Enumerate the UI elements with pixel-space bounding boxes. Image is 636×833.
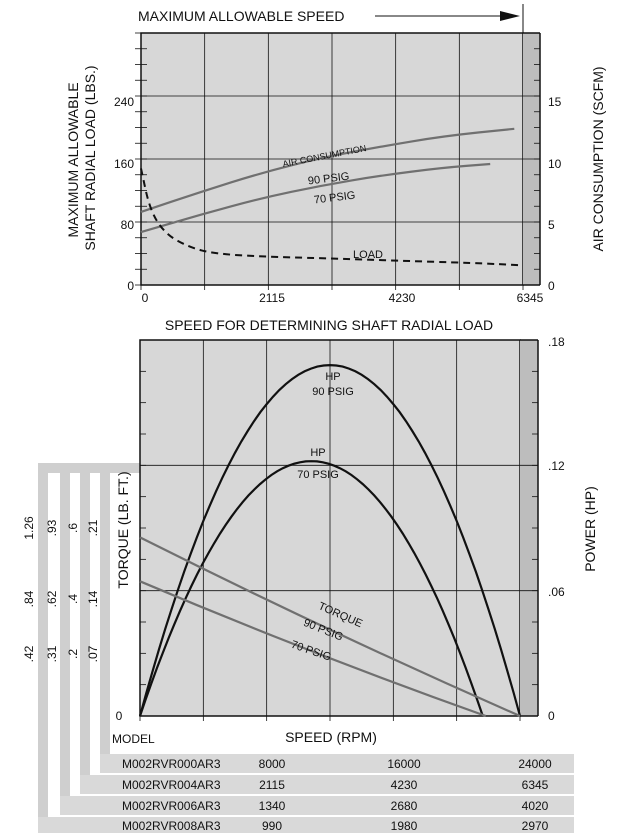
air-70psig-label: 70 PSIG [313, 190, 356, 207]
hp70-label-hp: HP [310, 447, 325, 459]
top-right-tick-10: 10 [548, 157, 562, 171]
top-x-tick-0: 0 [142, 291, 149, 305]
max-speed-arrowhead [500, 11, 520, 21]
hp-70psig-curve [138, 460, 484, 717]
row2-speed-1: 2115 [259, 778, 285, 792]
bottom-x-axis-label: SPEED (RPM) [285, 729, 377, 745]
top-left-axis-label: MAXIMUM ALLOWABLE SHAFT RADIAL LOAD (LBS… [65, 65, 98, 250]
table-row-1-bg [100, 754, 574, 773]
table-row-2-bg [80, 775, 574, 794]
top-x-tick-4230: 4230 [389, 291, 416, 305]
top-x-axis-label: SPEED FOR DETERMINING SHAFT RADIAL LOAD [165, 317, 493, 333]
row3-speed-1: 1340 [259, 799, 286, 813]
power-tick-018: .18 [548, 335, 565, 349]
top-left-tick-80: 80 [121, 218, 135, 232]
top-right-axis-label: AIR CONSUMPTION (SCFM) [590, 66, 606, 251]
speed-table: MODEL SPEED (RPM) M002RVR000AR3 8000 160… [38, 729, 574, 833]
scale4-tick-2: .84 [22, 590, 36, 607]
hp90-label-psig: 90 PSIG [312, 386, 354, 398]
top-axis-ticks [135, 32, 540, 290]
scale2-tick-3: .6 [66, 523, 80, 533]
table-model-header: MODEL [112, 732, 155, 746]
hp90-label-hp: HP [325, 371, 340, 383]
row2-speed-3: 6345 [522, 778, 549, 792]
top-left-axis-label-line-1: MAXIMUM ALLOWABLE [65, 82, 81, 237]
top-chart-title: MAXIMUM ALLOWABLE SPEED [138, 8, 344, 24]
top-right-tick-0: 0 [548, 279, 555, 293]
row4-speed-2: 1980 [391, 819, 418, 833]
row2-model: M002RVR004AR3 [122, 778, 221, 792]
top-series [140, 127, 524, 267]
top-left-tick-0: 0 [127, 279, 134, 293]
top-right-tick-15: 15 [548, 95, 562, 109]
scale3-tick-2: .62 [45, 590, 59, 607]
top-x-tick-2115: 2115 [259, 291, 285, 305]
table-row-4-bg [38, 817, 574, 833]
scale1-tick-2: .14 [86, 590, 100, 607]
torque-axis-label: TORQUE (LB. FT.) [115, 471, 131, 588]
air-consumption-70psig-line [140, 162, 491, 234]
top-right-tick-5: 5 [548, 218, 555, 232]
row1-speed-3: 24000 [518, 757, 552, 771]
scale4-tick-3: 1.26 [22, 516, 36, 540]
bottom-axis-ticks [139, 339, 538, 721]
top-left-axis-label-line-2: SHAFT RADIAL LOAD (LBS.) [82, 65, 98, 250]
row3-speed-3: 4020 [522, 799, 549, 813]
scale1-tick-1: .07 [86, 645, 100, 662]
row1-speed-1: 8000 [259, 757, 286, 771]
scale3-tick-1: .31 [45, 645, 59, 662]
scale-strip-3 [60, 463, 140, 796]
row2-speed-2: 4230 [391, 778, 418, 792]
torque-70psig-line [139, 580, 487, 718]
top-chart: MAXIMUM ALLOWABLE SPEED 240 160 80 0 15 … [65, 4, 606, 333]
bottom-series [138, 363, 522, 718]
top-grid [141, 33, 540, 285]
bottom-grid [140, 340, 538, 716]
scale4-tick-1: .42 [22, 645, 36, 662]
radial-load-line [140, 168, 524, 267]
hp70-label-psig: 70 PSIG [297, 469, 339, 481]
top-left-tick-160: 160 [114, 157, 134, 171]
scale-strip-1 [100, 463, 140, 754]
power-tick-006: .06 [548, 585, 565, 599]
scale-strip-2 [80, 463, 140, 775]
scale3-tick-3: .93 [45, 519, 59, 536]
load-label: LOAD [353, 249, 383, 261]
row1-speed-2: 16000 [387, 757, 421, 771]
table-row-3-bg [60, 796, 574, 815]
power-tick-0: 0 [548, 709, 555, 723]
row4-model: M002RVR008AR3 [122, 819, 221, 833]
row4-speed-1: 990 [262, 819, 282, 833]
torque-scale-strips: .42 .84 1.26 .31 .62 .93 .2 .4 .6 .07 .1… [22, 463, 140, 833]
row3-model: M002RVR006AR3 [122, 799, 221, 813]
bottom-chart: .18 .12 .06 0 0 TORQUE (LB. FT.) POWER (… [115, 335, 598, 723]
torque-90psig-line [139, 536, 521, 718]
row3-speed-2: 2680 [391, 799, 418, 813]
power-axis-label: POWER (HP) [582, 486, 598, 572]
top-left-tick-240: 240 [114, 95, 134, 109]
top-x-tick-6345: 6345 [517, 291, 544, 305]
row4-speed-3: 2970 [522, 819, 549, 833]
air-consumption-90psig-line [140, 127, 515, 213]
scale2-tick-1: .2 [66, 649, 80, 659]
torque-tick-0: 0 [116, 709, 123, 723]
hp-90psig-curve [138, 363, 522, 717]
scale2-tick-2: .4 [66, 594, 80, 604]
air-90psig-label: 90 PSIG [307, 171, 350, 188]
power-tick-012: .12 [548, 459, 565, 473]
scale1-tick-3: .21 [86, 519, 100, 536]
row1-model: M002RVR000AR3 [122, 757, 221, 771]
